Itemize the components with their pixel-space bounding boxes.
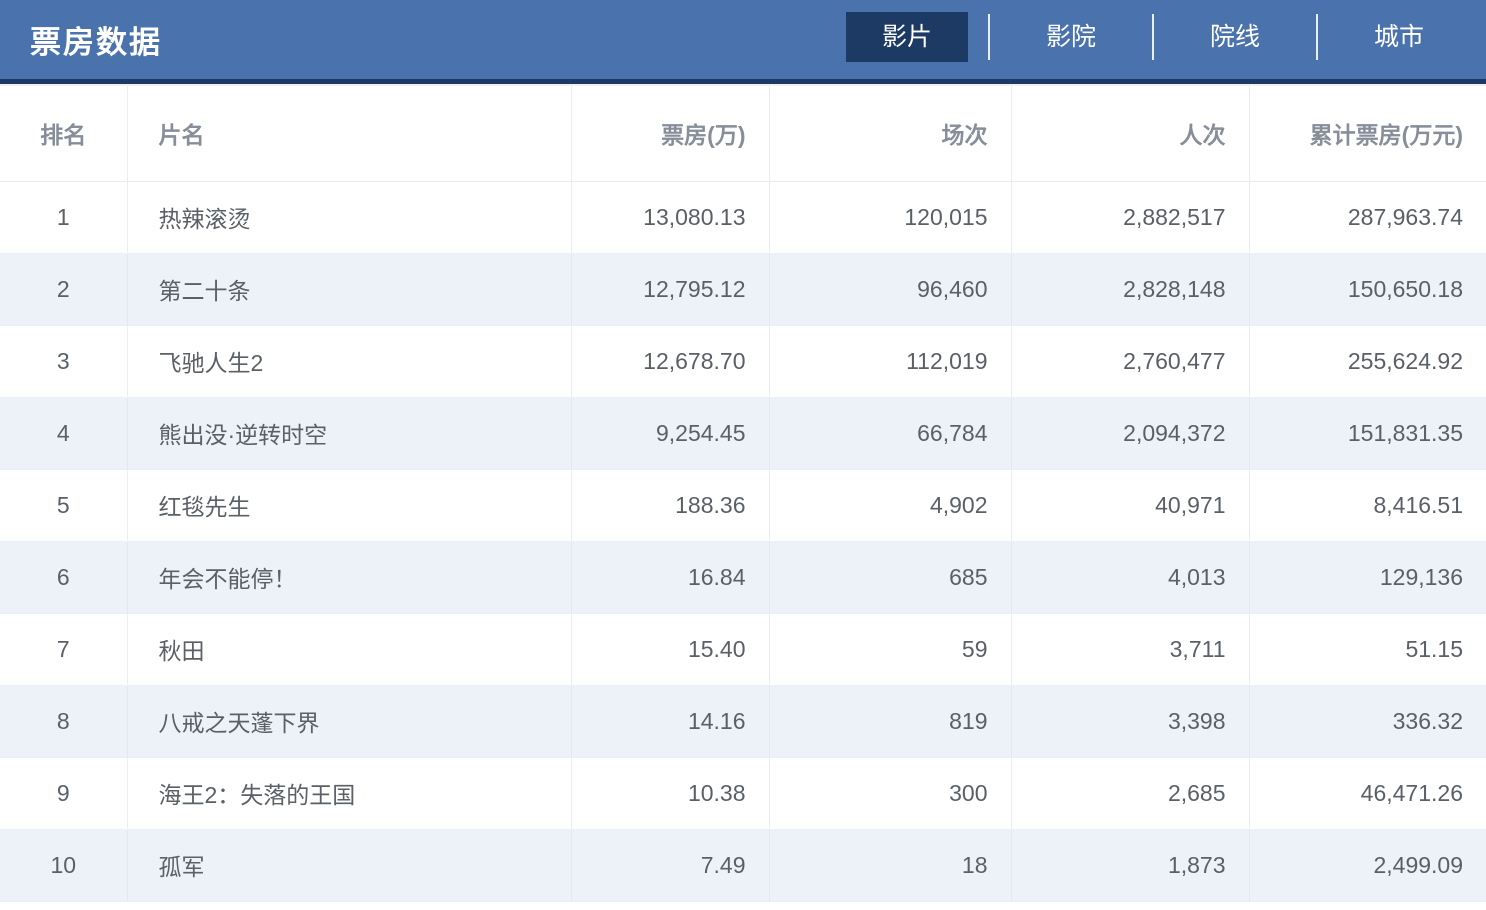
cell-title: 年会不能停！	[127, 541, 572, 614]
table-row: 1 热辣滚烫 13,080.13 120,015 2,882,517 287,963.74	[0, 181, 1486, 254]
cell-box-office: 13,080.13	[571, 181, 770, 254]
cell-screenings: 59	[769, 613, 1012, 686]
cell-rank: 9	[0, 757, 128, 830]
cell-screenings: 66,784	[769, 397, 1012, 470]
table-row: 10 孤军 7.49 18 1,873 2,499.09	[0, 829, 1486, 902]
cell-screenings: 300	[769, 757, 1012, 830]
cell-screenings: 819	[769, 685, 1012, 758]
table-row: 7 秋田 15.40 59 3,711 51.15	[0, 613, 1486, 686]
cell-cumulative: 150,650.18	[1249, 253, 1486, 326]
cell-rank: 10	[0, 829, 128, 902]
column-header-admissions: 人次	[1011, 85, 1250, 182]
table-body: 1 热辣滚烫 13,080.13 120,015 2,882,517 287,963.74…	[0, 181, 1486, 902]
cell-admissions: 40,971	[1011, 469, 1250, 542]
tab-separator	[1152, 13, 1154, 60]
cell-title: 热辣滚烫	[127, 181, 572, 254]
tab-separator	[988, 13, 990, 60]
cell-title: 红毯先生	[127, 469, 572, 542]
tab-bar: 影片 影院 院线 城市	[846, 11, 1460, 62]
cell-box-office: 9,254.45	[571, 397, 770, 470]
cell-rank: 7	[0, 613, 128, 686]
page-title: 票房数据	[30, 25, 162, 60]
tab-films[interactable]: 影片	[846, 11, 968, 62]
cell-box-office: 10.38	[571, 757, 770, 830]
cell-rank: 6	[0, 541, 128, 614]
column-header-title: 片名	[127, 85, 572, 182]
cell-title: 熊出没·逆转时空	[127, 397, 572, 470]
cell-admissions: 2,760,477	[1011, 325, 1250, 398]
column-header-rank: 排名	[0, 85, 128, 182]
cell-title: 第二十条	[127, 253, 572, 326]
tab-cinemas[interactable]: 影院	[1045, 22, 1096, 51]
column-header-screenings: 场次	[769, 85, 1012, 182]
cell-cumulative: 129,136	[1249, 541, 1486, 614]
box-office-table: 排名 片名 票房(万) 场次 人次 累计票房(万元) 1 热辣滚烫 13,080.1…	[0, 84, 1486, 902]
table-row: 8 八戒之天蓬下界 14.16 819 3,398 336.32	[0, 685, 1486, 758]
cell-admissions: 4,013	[1011, 541, 1250, 614]
column-header-box-office: 票房(万)	[571, 85, 770, 182]
table-row: 5 红毯先生 188.36 4,902 40,971 8,416.51	[0, 469, 1486, 542]
cell-cumulative: 336.32	[1249, 685, 1486, 758]
cell-rank: 1	[0, 181, 128, 254]
tab-chains[interactable]: 院线	[1209, 22, 1260, 51]
cell-box-office: 188.36	[571, 469, 770, 542]
cell-cumulative: 46,471.26	[1249, 757, 1486, 830]
cell-screenings: 685	[769, 541, 1012, 614]
cell-cumulative: 2,499.09	[1249, 829, 1486, 902]
cell-box-office: 12,678.70	[571, 325, 770, 398]
cell-admissions: 3,398	[1011, 685, 1250, 758]
cell-cumulative: 8,416.51	[1249, 469, 1486, 542]
cell-box-office: 12,795.12	[571, 253, 770, 326]
table-header-row: 排名 片名 票房(万) 场次 人次 累计票房(万元)	[0, 85, 1486, 182]
cell-rank: 4	[0, 397, 128, 470]
table-row: 3 飞驰人生2 12,678.70 112,019 2,760,477 255,624.9…	[0, 325, 1486, 398]
tab-separator	[1316, 13, 1318, 60]
cell-box-office: 16.84	[571, 541, 770, 614]
cell-screenings: 4,902	[769, 469, 1012, 542]
cell-box-office: 15.40	[571, 613, 770, 686]
tab-cities[interactable]: 城市	[1373, 22, 1424, 51]
cell-cumulative: 287,963.74	[1249, 181, 1486, 254]
table-row: 2 第二十条 12,795.12 96,460 2,828,148 150,650.18	[0, 253, 1486, 326]
cell-title: 孤军	[127, 829, 572, 902]
table-row: 4 熊出没·逆转时空 9,254.45 66,784 2,094,372 151,831.…	[0, 397, 1486, 470]
cell-admissions: 2,828,148	[1011, 253, 1250, 326]
cell-title: 飞驰人生2	[127, 325, 572, 398]
cell-screenings: 120,015	[769, 181, 1012, 254]
cell-admissions: 2,882,517	[1011, 181, 1250, 254]
table-row: 6 年会不能停！ 16.84 685 4,013 129,136	[0, 541, 1486, 614]
cell-rank: 5	[0, 469, 128, 542]
table-header: 排名 片名 票房(万) 场次 人次 累计票房(万元)	[0, 85, 1486, 182]
cell-cumulative: 51.15	[1249, 613, 1486, 686]
cell-admissions: 3,711	[1011, 613, 1250, 686]
cell-admissions: 1,873	[1011, 829, 1250, 902]
cell-screenings: 112,019	[769, 325, 1012, 398]
cell-admissions: 2,094,372	[1011, 397, 1250, 470]
cell-box-office: 14.16	[571, 685, 770, 758]
cell-rank: 3	[0, 325, 128, 398]
header-bar: 票房数据 影片 影院 院线 城市	[0, 0, 1486, 84]
cell-title: 海王2：失落的王国	[127, 757, 572, 830]
cell-title: 八戒之天蓬下界	[127, 685, 572, 758]
cell-cumulative: 255,624.92	[1249, 325, 1486, 398]
cell-screenings: 18	[769, 829, 1012, 902]
cell-rank: 8	[0, 685, 128, 758]
cell-box-office: 7.49	[571, 829, 770, 902]
column-header-cumulative: 累计票房(万元)	[1249, 85, 1486, 182]
cell-admissions: 2,685	[1011, 757, 1250, 830]
table-row: 9 海王2：失落的王国 10.38 300 2,685 46,471.26	[0, 757, 1486, 830]
cell-rank: 2	[0, 253, 128, 326]
cell-cumulative: 151,831.35	[1249, 397, 1486, 470]
cell-title: 秋田	[127, 613, 572, 686]
cell-screenings: 96,460	[769, 253, 1012, 326]
